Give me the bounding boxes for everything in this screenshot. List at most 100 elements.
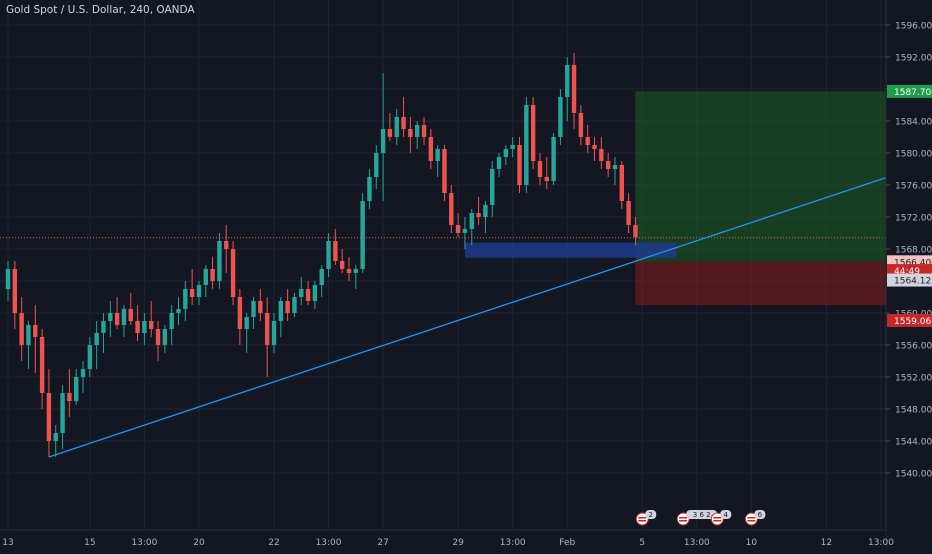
- stop-zone: [635, 261, 888, 305]
- candle-body: [558, 97, 563, 137]
- candle-body: [360, 201, 365, 269]
- chart-title: Gold Spot / U.S. Dollar, 240, OANDA: [6, 4, 195, 16]
- candle-body: [442, 149, 447, 193]
- event-flag-circle: [744, 512, 758, 526]
- candle-body: [530, 105, 536, 161]
- price-label-bg: [887, 273, 932, 287]
- candle-body: [292, 297, 297, 313]
- candle-body: [585, 137, 590, 145]
- event-count: 6: [758, 511, 763, 519]
- candle-body: [217, 241, 222, 281]
- event-flag-stripe: [638, 517, 647, 519]
- grid: [0, 0, 886, 530]
- time-axis: 13 15 13:00 20 22 13:00 27 29 13:00 Feb 5 13:00 10 12…: [0, 529, 894, 550]
- candle-body: [108, 313, 113, 321]
- candle-body: [503, 149, 509, 157]
- candle-body: [469, 213, 474, 229]
- event-count: 4: [724, 511, 729, 519]
- candle-body: [189, 289, 195, 297]
- trendline: [48, 161, 932, 458]
- price-tick-label: 1540.000: [895, 470, 932, 480]
- candle-body: [599, 149, 604, 161]
- candle-body: [46, 393, 52, 441]
- candle-body: [483, 205, 488, 217]
- overlay-lines: [0, 161, 932, 458]
- candle-body: [435, 149, 440, 161]
- event-flag-icon: 4: [710, 510, 732, 526]
- event-flag-icon: 6: [744, 510, 766, 526]
- candle-body: [258, 301, 263, 313]
- candle-body: [544, 177, 549, 181]
- time-tick-label: 27: [377, 538, 388, 548]
- candle-body: [19, 313, 24, 345]
- time-tick-label: 13:00: [684, 538, 710, 548]
- event-count-badge: [686, 510, 718, 519]
- time-tick-label: 13:00: [868, 538, 894, 548]
- candle-body: [449, 193, 454, 225]
- candle-body: [26, 325, 31, 345]
- event-flag-stripe: [747, 517, 756, 519]
- candle-body: [455, 225, 461, 233]
- candle-body: [626, 201, 631, 225]
- candle-body: [87, 345, 93, 369]
- event-count-badge: [720, 510, 732, 519]
- event-flag-stripe: [713, 520, 722, 522]
- candle-body: [237, 297, 243, 329]
- candle-body: [278, 301, 283, 321]
- candle-body: [380, 129, 386, 153]
- candle-body: [94, 333, 99, 345]
- time-tick-label: 13:00: [316, 538, 342, 548]
- time-tick-label: 13:00: [131, 538, 157, 548]
- candle-body: [408, 129, 413, 137]
- price-label-bg: [887, 84, 932, 98]
- candle-body: [135, 321, 140, 333]
- candle-body: [571, 65, 577, 113]
- candle-body: [490, 169, 495, 205]
- time-tick-label: 12: [821, 538, 832, 548]
- price-label: 1559.069: [894, 317, 932, 327]
- price-tick-label: 1556.000: [895, 342, 932, 352]
- candle-body: [633, 225, 638, 237]
- candle-body: [394, 117, 399, 137]
- time-tick-label: 13: [2, 538, 13, 548]
- price-tick-label: 1584.000: [895, 118, 932, 128]
- candle-body: [142, 321, 147, 333]
- event-count-badge: [754, 510, 766, 519]
- candle-body: [312, 285, 318, 301]
- time-tick-label: 22: [268, 538, 279, 548]
- candle-body: [80, 369, 86, 377]
- event-flag-icon: 2: [635, 510, 657, 526]
- time-tick-label: 5: [639, 538, 645, 548]
- price-tick-label: 1572.000: [895, 214, 932, 224]
- candle-body: [244, 317, 249, 329]
- candle-body: [612, 165, 618, 169]
- event-markers: 2 3 6 2 4 6: [635, 510, 766, 526]
- candle-body: [517, 145, 522, 185]
- price-tick-label: 1592.000: [895, 54, 932, 64]
- candle-body: [67, 393, 72, 401]
- candle-body: [496, 157, 502, 169]
- candle-body: [74, 377, 79, 401]
- candle-body: [353, 269, 359, 273]
- candle-body: [114, 313, 120, 325]
- candle-body: [53, 433, 58, 441]
- candle-body: [39, 337, 45, 393]
- candle-body: [155, 329, 161, 345]
- event-flag-icon: 3 6 2: [676, 510, 718, 526]
- target-zone: [635, 91, 888, 262]
- candle-body: [230, 249, 236, 297]
- candle-body: [299, 289, 304, 297]
- price-label: 1587.704: [894, 88, 932, 98]
- candle-body: [224, 241, 229, 249]
- candle-body: [203, 269, 208, 285]
- candle-body: [176, 309, 181, 313]
- event-flag-stripe: [747, 520, 756, 522]
- candle-body: [374, 153, 379, 177]
- candle-body: [476, 213, 481, 217]
- candle-body: [169, 313, 174, 329]
- time-tick-label: Feb: [559, 538, 575, 548]
- event-flag-stripe: [679, 517, 688, 519]
- event-flag-stripe: [638, 520, 647, 522]
